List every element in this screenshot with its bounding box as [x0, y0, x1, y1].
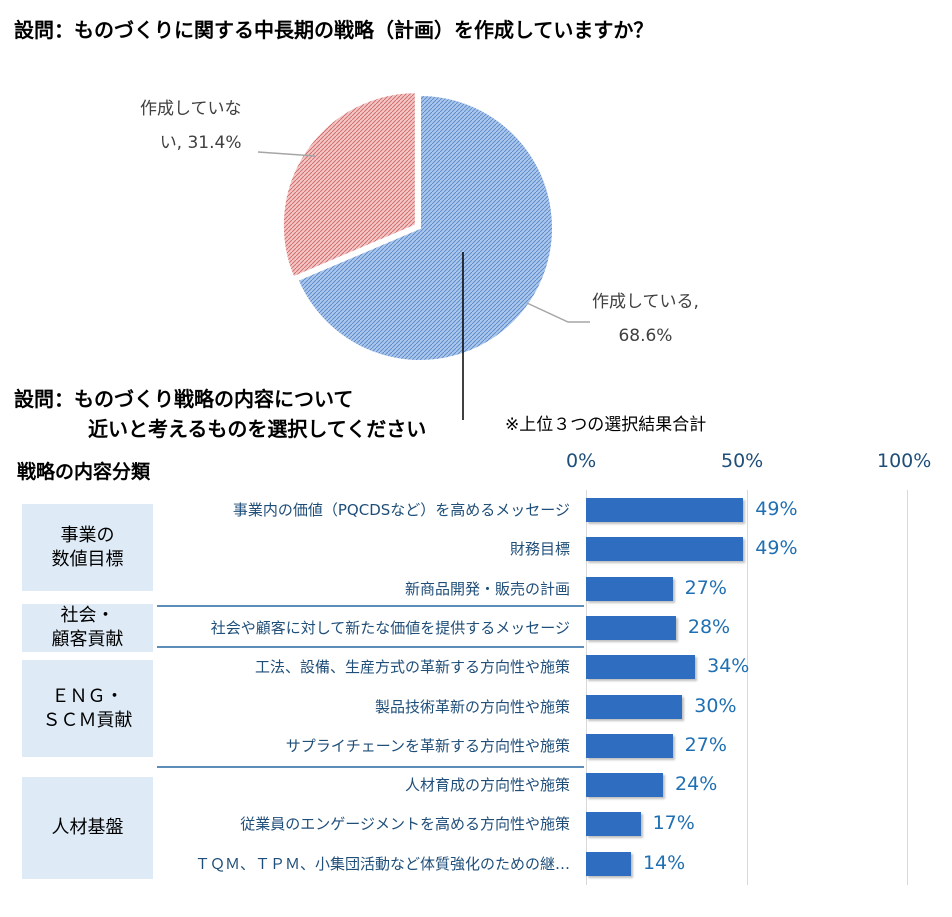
bar	[586, 812, 641, 837]
separator-3	[157, 766, 584, 768]
pie-chart	[257, 91, 590, 420]
bar	[586, 851, 631, 876]
group-human-resources-line1: 人材基盤	[51, 817, 124, 838]
value-label: 27%	[684, 576, 727, 599]
gridline-0	[586, 490, 587, 885]
pie-slice-not-created	[281, 91, 417, 279]
value-label: 28%	[687, 615, 731, 638]
pie-label-not-created: 作成していな い, 31.4%	[140, 92, 242, 160]
group-business-targets-line1: 事業の	[60, 524, 115, 546]
section-title: 戦略の内容分類	[17, 461, 151, 483]
category-label: 事業内の価値（PQCDSなど）を高めるメッセージ	[232, 501, 570, 519]
category-label: 工法、設備、生産方式の革新する方向性や施策	[254, 658, 570, 677]
axis-tick-50: 50%	[721, 450, 764, 472]
gridline-100	[907, 490, 908, 885]
pie-label-not-created-line1: 作成していな	[140, 99, 242, 119]
value-label: 49%	[755, 498, 798, 520]
category-label: 製品技術革新の方向性や施策	[374, 697, 570, 716]
axis-tick-0: 0%	[566, 450, 597, 472]
value-label: 49%	[755, 537, 798, 560]
group-business-targets: 事業の 数値目標	[22, 504, 153, 591]
value-label: 34%	[707, 655, 750, 678]
pie-label-not-created-line2: い, 31.4%	[159, 133, 242, 153]
category-label: 財務目標	[509, 540, 570, 559]
bar	[586, 655, 696, 680]
group-eng-scm-line2: ＳＣＭ貢献	[42, 709, 133, 731]
pie-label-created: 作成している, 68.6%	[592, 285, 699, 353]
group-social-contribution-line2: 顧客貢献	[51, 629, 124, 650]
bar	[586, 498, 744, 522]
separator-1	[157, 605, 584, 607]
group-social-contribution-line1: 社会・	[60, 605, 115, 626]
separator-2	[157, 646, 584, 648]
category-label: 人材育成の方向性や施策	[404, 776, 570, 795]
note-top3: ※上位３つの選択結果合計	[505, 415, 707, 435]
pie-label-created-line1: 作成している,	[592, 292, 699, 312]
value-label: 14%	[642, 851, 686, 874]
bar	[586, 694, 683, 719]
question2-title-line1: 設問：ものづくり戦略の内容について	[14, 387, 354, 411]
bar	[586, 773, 664, 798]
question1-title: 設問：ものづくりに関する中長期の戦略（計画）を作成していますか？	[14, 18, 654, 42]
leader-line-created	[526, 302, 590, 323]
value-label: 27%	[684, 733, 727, 756]
group-social-contribution: 社会・ 顧客貢献	[22, 604, 153, 652]
gridline-50	[746, 490, 748, 885]
bar	[586, 576, 673, 601]
category-label: ＴＱＭ、ＴＰＭ、小集団活動など体質強化のための継…	[194, 854, 570, 873]
bar	[586, 733, 673, 758]
bar	[586, 537, 744, 562]
category-label: 従業員のエンゲージメントを高める方向性や施策	[240, 815, 570, 834]
group-business-targets-line2: 数値目標	[51, 548, 124, 570]
axis-tick-100: 100%	[877, 450, 932, 472]
question2-title-line2: 近いと考えるものを選択してください	[88, 417, 427, 441]
group-human-resources: 人材基盤	[22, 777, 153, 879]
pie-label-created-line2: 68.6%	[618, 326, 673, 346]
value-label: 24%	[675, 773, 718, 796]
group-eng-scm-line1: ＥＮＧ・	[51, 685, 124, 707]
value-label: 30%	[694, 694, 737, 717]
category-label: 新商品開発・販売の計画	[404, 579, 570, 598]
value-label: 17%	[652, 812, 695, 835]
bar	[586, 615, 676, 640]
pie-slice-created	[296, 93, 554, 362]
category-label: サプライチェーンを革新する方向性や施策	[285, 736, 570, 755]
leader-line-not-created	[257, 151, 316, 157]
group-eng-scm: ＥＮＧ・ ＳＣＭ貢献	[22, 660, 153, 757]
category-label: 社会や顧客に対して新たな価値を提供するメッセージ	[210, 618, 570, 637]
